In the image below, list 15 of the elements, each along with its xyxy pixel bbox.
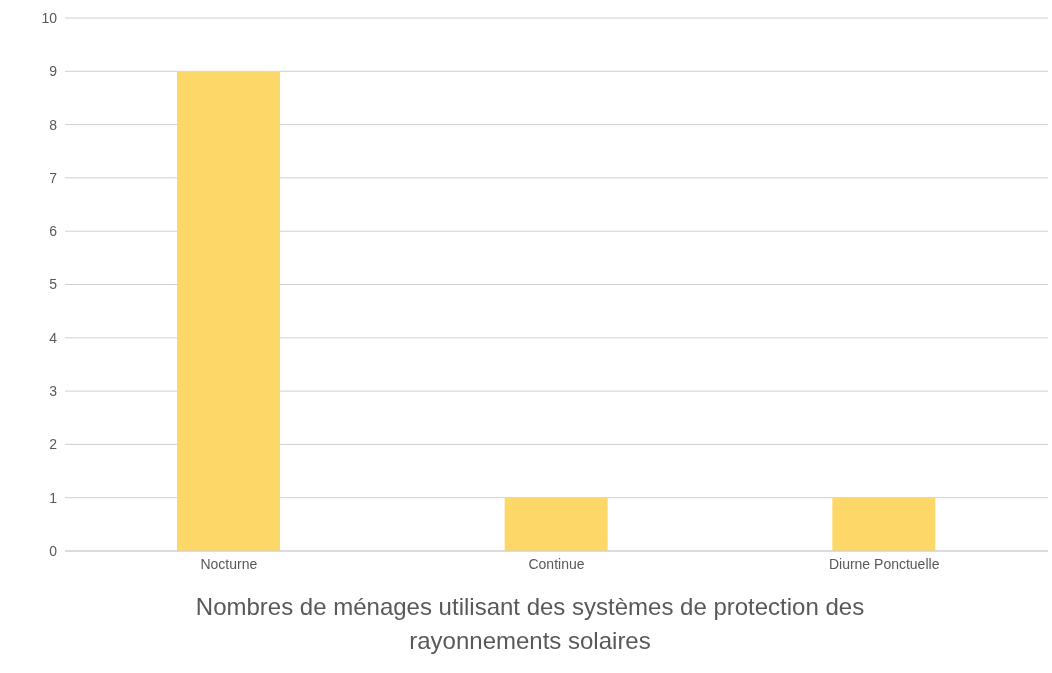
y-tick-label: 8 — [49, 116, 58, 133]
y-tick-label: 4 — [49, 329, 58, 346]
text: Nombres de ménages utilisant des systèmes de protection des rayonnements solaires — [194, 592, 866, 656]
y-tick-label: 1 — [49, 489, 58, 506]
y-tick-label: 3 — [49, 383, 58, 400]
y-tick-label: 5 — [49, 276, 58, 293]
x-tick-label: Continue — [528, 555, 585, 572]
y-tick-label: 6 — [49, 223, 58, 240]
y-tick-label: 9 — [49, 63, 58, 80]
x-tick-label: Diurne Ponctuelle — [828, 555, 940, 572]
y-tick-label: 2 — [49, 436, 58, 453]
y-tick-label: 10 — [41, 9, 58, 26]
x-tick-label: Nocturne — [200, 555, 258, 572]
y-tick-label: 0 — [49, 542, 58, 559]
y-tick-label: 7 — [49, 169, 58, 186]
